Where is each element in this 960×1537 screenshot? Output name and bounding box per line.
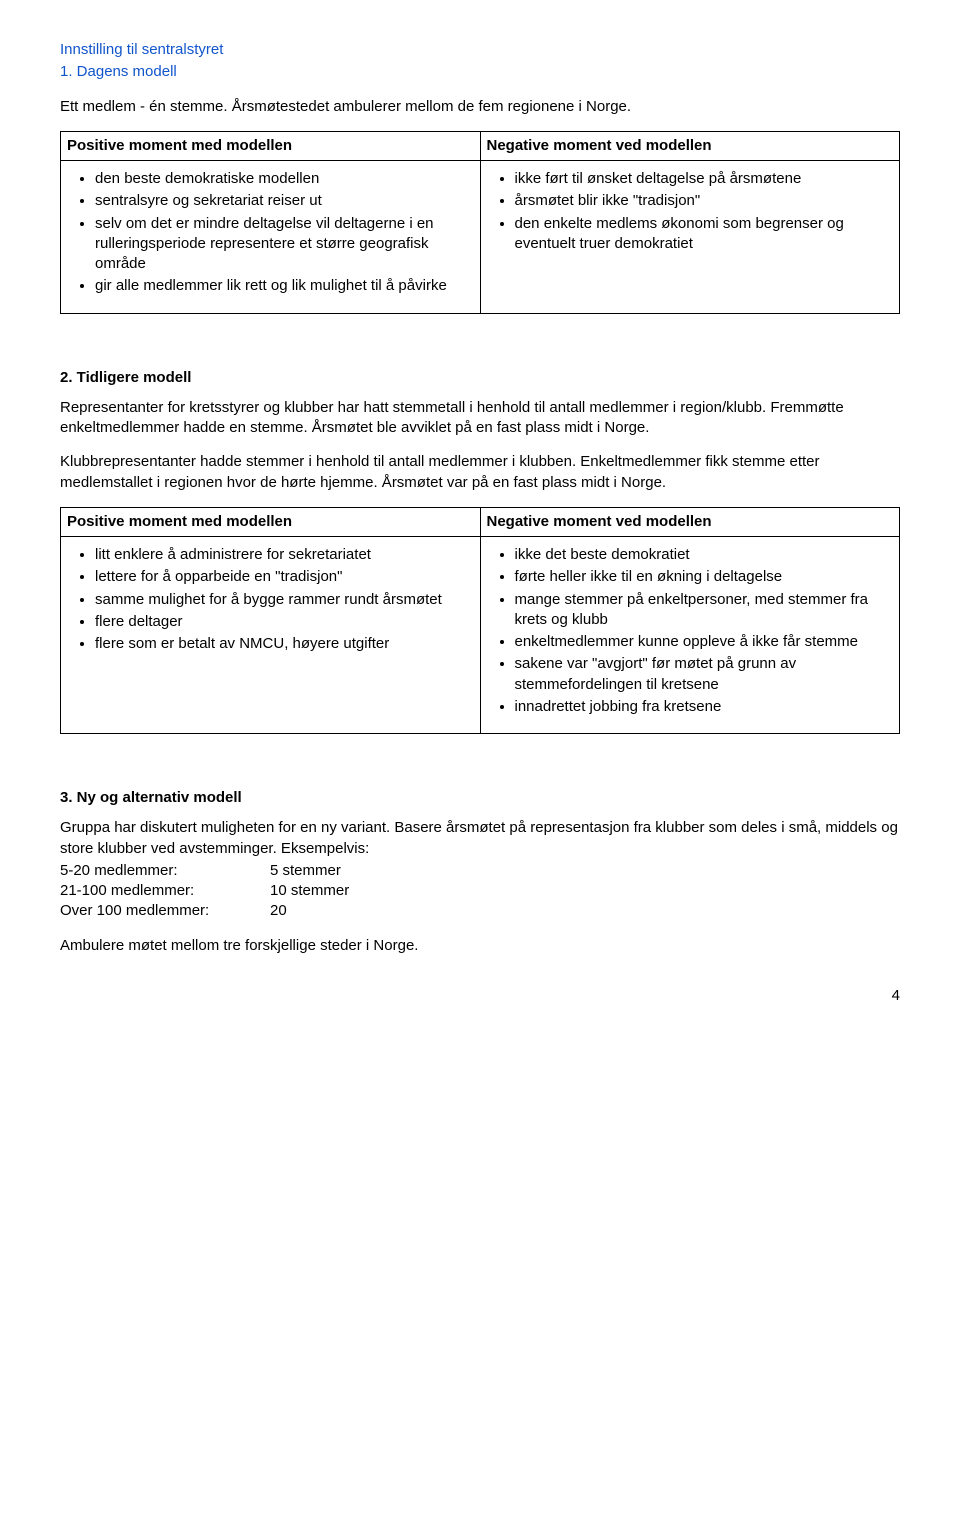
section2-para1: Representanter for kretsstyrer og klubbe… <box>60 398 900 439</box>
list-item: enkeltmedlemmer kunne oppleve å ikke får… <box>515 632 894 652</box>
list-item: gir alle medlemmer lik rett og lik mulig… <box>95 276 474 296</box>
table2-positive-header: Positive moment med modellen <box>61 507 481 536</box>
list-item: selv om det er mindre deltagelse vil del… <box>95 214 474 275</box>
list-item: den enkelte medlems økonomi som begrense… <box>515 214 894 255</box>
tier-label: 21-100 medlemmer: <box>60 881 270 901</box>
moments-table-1: Positive moment med modellen Negative mo… <box>60 131 900 314</box>
list-item: innadrettet jobbing fra kretsene <box>515 697 894 717</box>
tier-value: 10 stemmer <box>270 881 349 901</box>
list-item: ikke ført til ønsket deltagelse på årsmø… <box>515 169 894 189</box>
tier-label: Over 100 medlemmer: <box>60 901 270 921</box>
tier-label: 5-20 medlemmer: <box>60 861 270 881</box>
table1-positive-list: den beste demokratiske modellen sentrals… <box>67 169 474 297</box>
table1-negative-cell: ikke ført til ønsket deltagelse på årsmø… <box>480 161 900 314</box>
tier-value: 20 <box>270 901 287 921</box>
table1-positive-header: Positive moment med modellen <box>61 131 481 160</box>
list-item: flere deltager <box>95 612 474 632</box>
list-item: mange stemmer på enkeltpersoner, med ste… <box>515 590 894 631</box>
tier-row: Over 100 medlemmer: 20 <box>60 901 900 921</box>
table2-negative-header: Negative moment ved modellen <box>480 507 900 536</box>
tier-row: 5-20 medlemmer: 5 stemmer <box>60 861 900 881</box>
table2-positive-list: litt enklere å administrere for sekretar… <box>67 545 474 654</box>
moments-table-2: Positive moment med modellen Negative mo… <box>60 507 900 734</box>
intro-paragraph-1: Ett medlem - én stemme. Årsmøtestedet am… <box>60 97 900 117</box>
table2-negative-cell: ikke det beste demokratiet førte heller … <box>480 537 900 734</box>
list-item: litt enklere å administrere for sekretar… <box>95 545 474 565</box>
table1-negative-header: Negative moment ved modellen <box>480 131 900 160</box>
list-item: lettere for å opparbeide en "tradisjon" <box>95 567 474 587</box>
page-heading-line2: 1. Dagens modell <box>60 62 900 82</box>
page-number: 4 <box>60 986 900 1006</box>
table2-negative-list: ikke det beste demokratiet førte heller … <box>487 545 894 717</box>
list-item: ikke det beste demokratiet <box>515 545 894 565</box>
list-item: sakene var "avgjort" før møtet på grunn … <box>515 654 894 695</box>
section2-title: 2. Tidligere modell <box>60 368 900 388</box>
list-item: førte heller ikke til en økning i deltag… <box>515 567 894 587</box>
tier-row: 21-100 medlemmer: 10 stemmer <box>60 881 900 901</box>
page-heading-line1: Innstilling til sentralstyret <box>60 40 900 60</box>
section3-para: Gruppa har diskutert muligheten for en n… <box>60 818 900 859</box>
list-item: flere som er betalt av NMCU, høyere utgi… <box>95 634 474 654</box>
list-item: årsmøtet blir ikke "tradisjon" <box>515 191 894 211</box>
list-item: samme mulighet for å bygge rammer rundt … <box>95 590 474 610</box>
section2-para2: Klubbrepresentanter hadde stemmer i henh… <box>60 452 900 493</box>
section3-closing: Ambulere møtet mellom tre forskjellige s… <box>60 936 900 956</box>
table1-negative-list: ikke ført til ønsket deltagelse på årsmø… <box>487 169 894 254</box>
list-item: sentralsyre og sekretariat reiser ut <box>95 191 474 211</box>
table1-positive-cell: den beste demokratiske modellen sentrals… <box>61 161 481 314</box>
table2-positive-cell: litt enklere å administrere for sekretar… <box>61 537 481 734</box>
tier-value: 5 stemmer <box>270 861 341 881</box>
section3-title: 3. Ny og alternativ modell <box>60 788 900 808</box>
list-item: den beste demokratiske modellen <box>95 169 474 189</box>
